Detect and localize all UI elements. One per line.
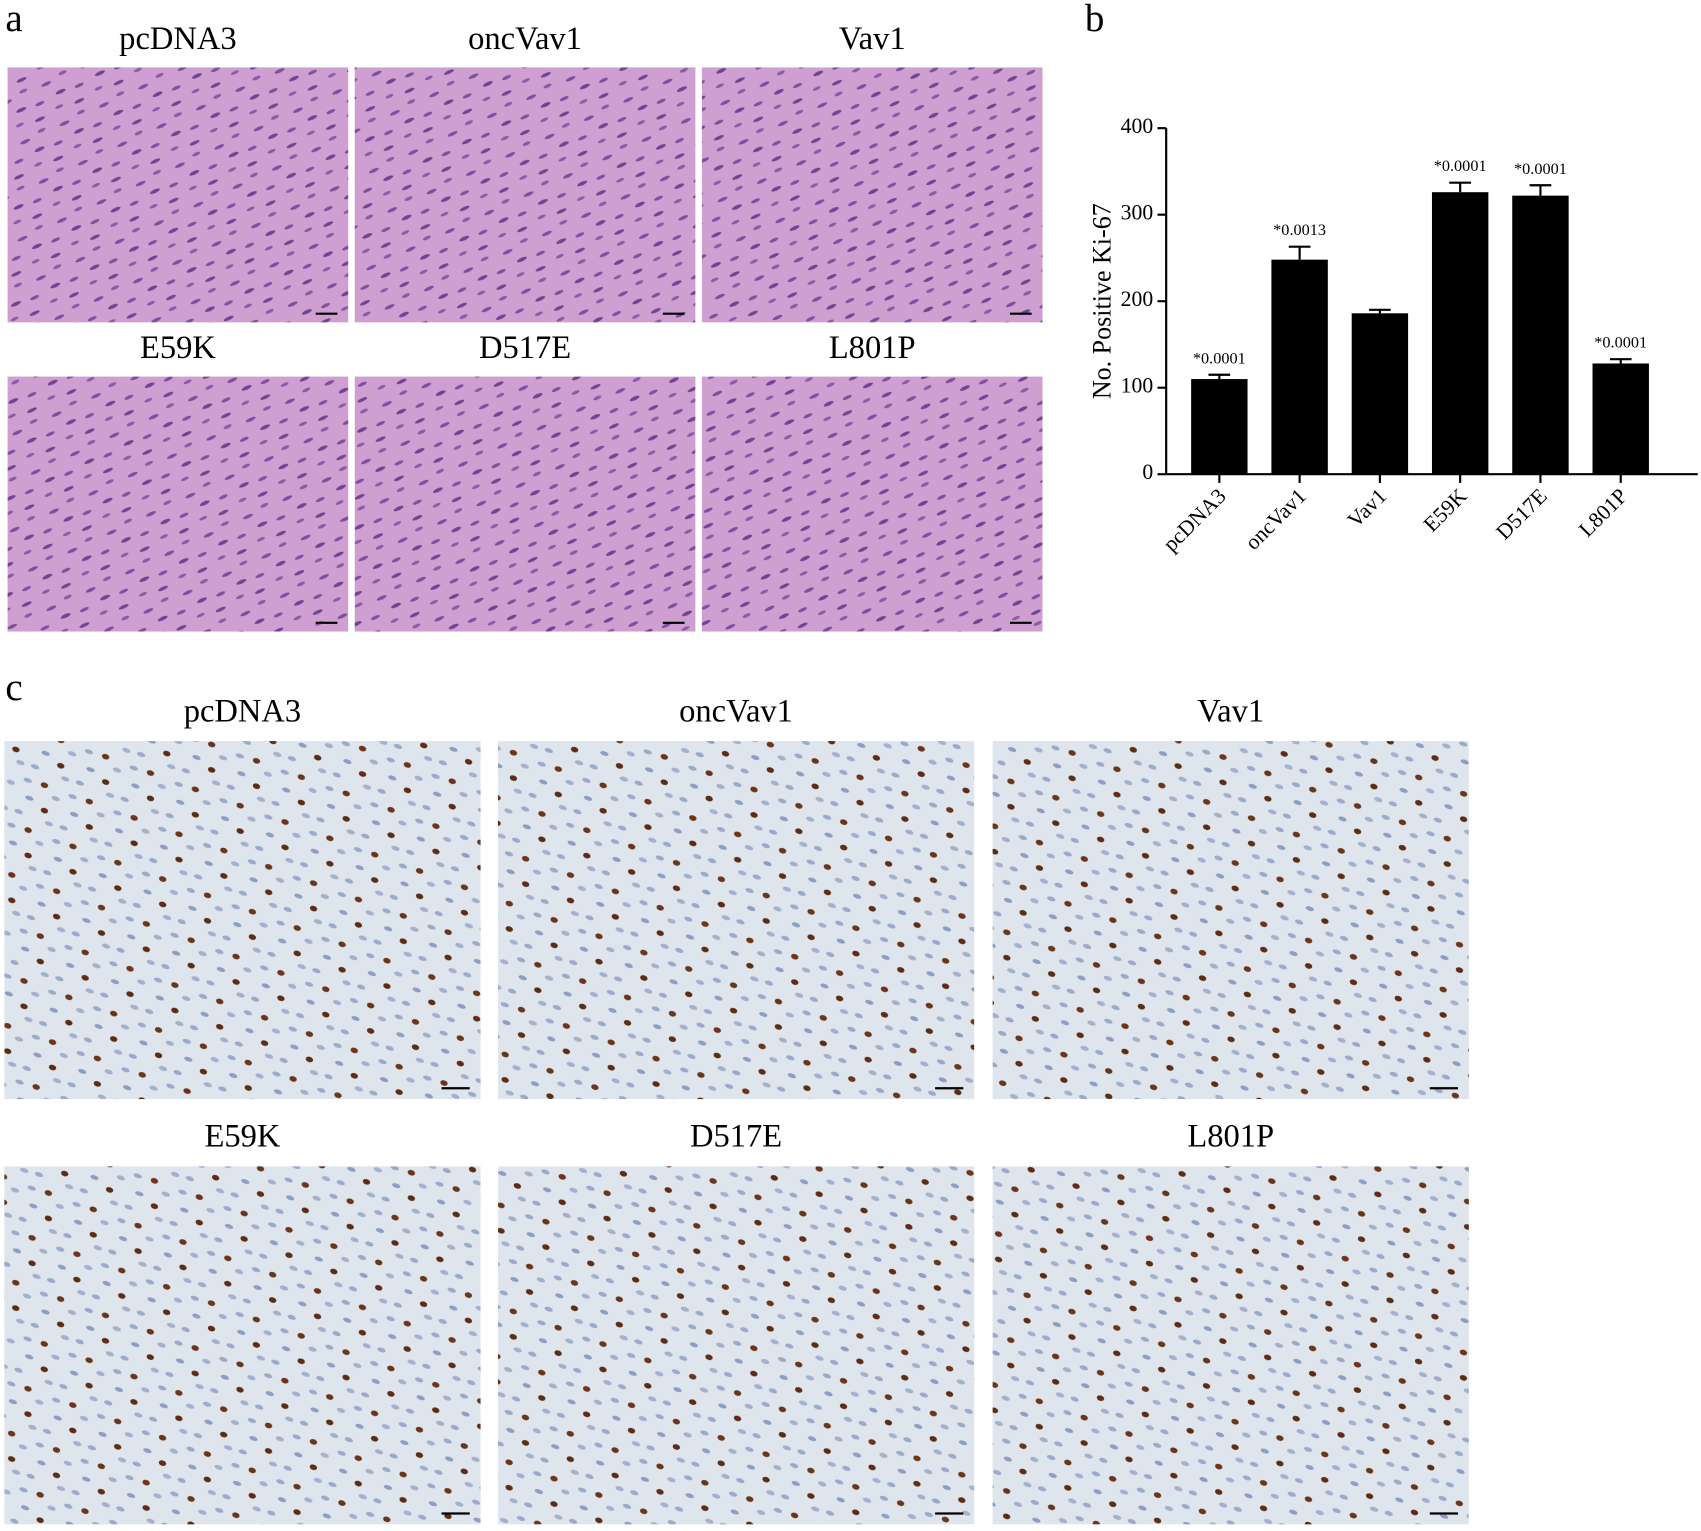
bar (1431, 192, 1489, 475)
image-label: L801P (829, 330, 916, 366)
image-label: Vav1 (1197, 693, 1264, 729)
x-tick-label: Vav1 (1343, 484, 1391, 532)
he-image (354, 67, 696, 323)
bar (1271, 259, 1328, 475)
annotation: *0.0001 (1594, 334, 1647, 352)
y-tick-label: 0 (1142, 460, 1153, 484)
annotation: *0.0001 (1514, 160, 1567, 178)
he-image (7, 67, 349, 323)
panel-label: a (5, 0, 22, 40)
image-label: oncVav1 (468, 21, 582, 57)
y-tick-label: 400 (1121, 114, 1154, 138)
image-label: oncVav1 (679, 693, 793, 729)
image-label: pcDNA3 (184, 693, 301, 729)
he-image (701, 376, 1043, 632)
image-label: D517E (690, 1119, 782, 1155)
x-tick-label: oncVav1 (1240, 484, 1311, 555)
bar (1512, 195, 1569, 475)
ihc-image (992, 741, 1469, 1100)
x-tick-label: E59K (1419, 484, 1472, 537)
he-image (701, 67, 1043, 323)
ihc-image (497, 741, 975, 1100)
image-label: E59K (205, 1119, 281, 1155)
x-tick-label: D517E (1491, 484, 1551, 544)
ihc-image (497, 1166, 975, 1525)
bar (1351, 313, 1409, 475)
ihc-image (4, 741, 481, 1100)
image-label: E59K (140, 330, 216, 366)
annotation: *0.0001 (1193, 349, 1246, 367)
image-label: L801P (1187, 1119, 1274, 1155)
bar (1592, 363, 1649, 475)
ihc-image (992, 1166, 1469, 1525)
y-tick-label: 300 (1121, 201, 1154, 225)
annotation: *0.0001 (1434, 157, 1487, 175)
y-axis-label: No. Positive Ki-67 (1087, 203, 1116, 399)
x-tick-label: pcDNA3 (1158, 484, 1230, 556)
he-image (7, 376, 349, 632)
y-tick-label: 200 (1121, 287, 1154, 311)
bar (1191, 379, 1248, 475)
image-label: Vav1 (839, 21, 906, 57)
y-tick-label: 100 (1121, 374, 1154, 398)
panel-label: c (5, 666, 22, 709)
x-tick-label: L801P (1574, 484, 1632, 542)
he-image (354, 376, 696, 632)
panel-label: b (1085, 0, 1105, 40)
image-label: D517E (479, 330, 571, 366)
ihc-image (4, 1166, 481, 1525)
image-label: pcDNA3 (119, 21, 236, 57)
annotation: *0.0013 (1273, 221, 1326, 239)
